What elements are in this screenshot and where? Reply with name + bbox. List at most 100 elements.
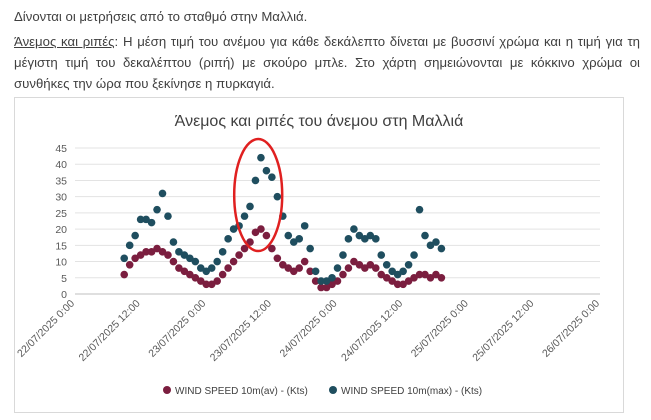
wind-max-point [207, 264, 216, 272]
wind-max-point [410, 251, 418, 259]
legend-label: WIND SPEED 10m(av) - (Kts) [175, 386, 308, 397]
wind-max-point [306, 244, 314, 253]
x-tick-label: 25/07/2025 12:00 [470, 298, 536, 364]
wind-avg-point [279, 261, 287, 269]
wind-max-point [251, 176, 260, 185]
wind-max-point [328, 273, 336, 282]
wind-max-point [344, 235, 353, 243]
wind-avg-point [344, 264, 353, 272]
wind-max-point [399, 267, 407, 276]
wind-avg-point [191, 273, 200, 282]
wind-max-point [317, 277, 325, 285]
wind-avg-point [246, 238, 254, 246]
wind-avg-point [410, 273, 418, 282]
wind-avg-point [415, 270, 424, 279]
wind-avg-point [339, 270, 347, 279]
y-tick-label: 30 [55, 192, 67, 204]
wind-avg-point [328, 280, 336, 289]
wind-max-point [421, 231, 429, 240]
wind-max-point [393, 270, 402, 279]
wind-avg-point [213, 277, 221, 285]
wind-avg-point [257, 225, 265, 233]
x-tick-label: 24/07/2025 12:00 [339, 298, 405, 364]
wind-gusts-label: Άνεμος και ριπές [14, 34, 115, 49]
wind-avg-point [377, 270, 386, 279]
wind-avg-point [175, 264, 183, 272]
x-tick-label: 23/07/2025 0:00 [146, 298, 208, 360]
wind-max-point [229, 225, 238, 233]
wind-max-point [240, 212, 249, 220]
y-tick-label: 20 [55, 224, 67, 236]
wind-max-point [437, 244, 446, 253]
wind-max-point [202, 267, 211, 276]
wind-max-point [125, 241, 134, 250]
wind-max-point [153, 205, 161, 214]
y-tick-label: 15 [55, 240, 67, 252]
wind-avg-point [366, 261, 375, 269]
wind-avg-point [186, 270, 194, 279]
wind-avg-point [350, 257, 358, 266]
wind-avg-point [382, 273, 391, 282]
wind-avg-point [371, 264, 380, 272]
intro-paragraph: Άνεμος και ριπές: Η μέση τιμή του ανέμου… [14, 31, 640, 94]
wind-max-point [361, 235, 369, 243]
y-tick-label: 5 [61, 273, 67, 285]
wind-avg-point [229, 257, 238, 266]
wind-max-point [377, 251, 386, 259]
wind-max-point [180, 251, 189, 259]
x-tick-label: 22/07/2025 0:00 [15, 298, 77, 360]
wind-max-point [136, 215, 145, 224]
x-tick-label: 26/07/2025 0:00 [540, 298, 602, 360]
wind-max-point [169, 238, 178, 246]
x-tick-label: 25/07/2025 0:00 [409, 298, 471, 360]
wind-max-point [224, 235, 232, 243]
y-tick-label: 35 [55, 175, 67, 187]
intro-line: Δίνονται οι μετρήσεις από το σταθμό στην… [14, 9, 308, 24]
wind-avg-point [273, 254, 282, 263]
wind-max-point [432, 238, 440, 246]
wind-max-point [426, 241, 435, 250]
wind-avg-point [311, 277, 320, 285]
wind-max-point [322, 277, 331, 285]
wind-max-point [191, 257, 200, 266]
wind-avg-point [169, 257, 178, 266]
wind-max-point [218, 248, 227, 256]
wind-avg-point [147, 248, 156, 256]
wind-avg-point [284, 264, 293, 272]
x-tick-label: 24/07/2025 0:00 [277, 298, 339, 360]
wind-avg-point [404, 277, 413, 285]
y-tick-label: 25 [55, 208, 67, 220]
wind-max-point [186, 254, 194, 263]
wind-gusts-text: : Η μέση τιμή του ανέμου για κάθε δεκάλε… [14, 34, 641, 91]
wind-max-point [213, 257, 221, 266]
wind-avg-point [224, 264, 232, 272]
wind-avg-point [355, 261, 364, 269]
wind-avg-point [153, 244, 161, 253]
chart-frame: Άνεμος και ριπές του άνεμου στη Μαλλιά 0… [14, 97, 624, 413]
legend-marker [163, 386, 171, 394]
wind-max-point [273, 192, 282, 201]
wind-max-point [382, 261, 391, 269]
wind-avg-point [432, 270, 440, 279]
wind-max-point [268, 173, 276, 181]
wind-max-point [158, 189, 167, 198]
wind-avg-point [196, 277, 205, 285]
wind-avg-point [125, 261, 134, 269]
wind-avg-point [306, 267, 314, 276]
wind-avg-point [289, 267, 298, 276]
x-tick-label: 22/07/2025 12:00 [76, 298, 142, 364]
wind-avg-point [268, 244, 276, 253]
wind-avg-point [240, 244, 249, 253]
wind-max-point [175, 248, 183, 256]
wind-max-point [196, 264, 205, 272]
wind-avg-point [142, 248, 150, 256]
wind-max-point [339, 251, 347, 259]
wind-avg-point [333, 277, 342, 285]
y-tick-label: 0 [61, 289, 67, 301]
wind-max-point [164, 212, 172, 220]
wind-max-point [415, 205, 424, 214]
wind-avg-point [136, 251, 145, 259]
x-tick-label: 23/07/2025 12:00 [208, 298, 274, 364]
wind-avg-point [235, 251, 243, 259]
wind-chart: Άνεμος και ριπές του άνεμου στη Μαλλιά 0… [15, 113, 602, 397]
